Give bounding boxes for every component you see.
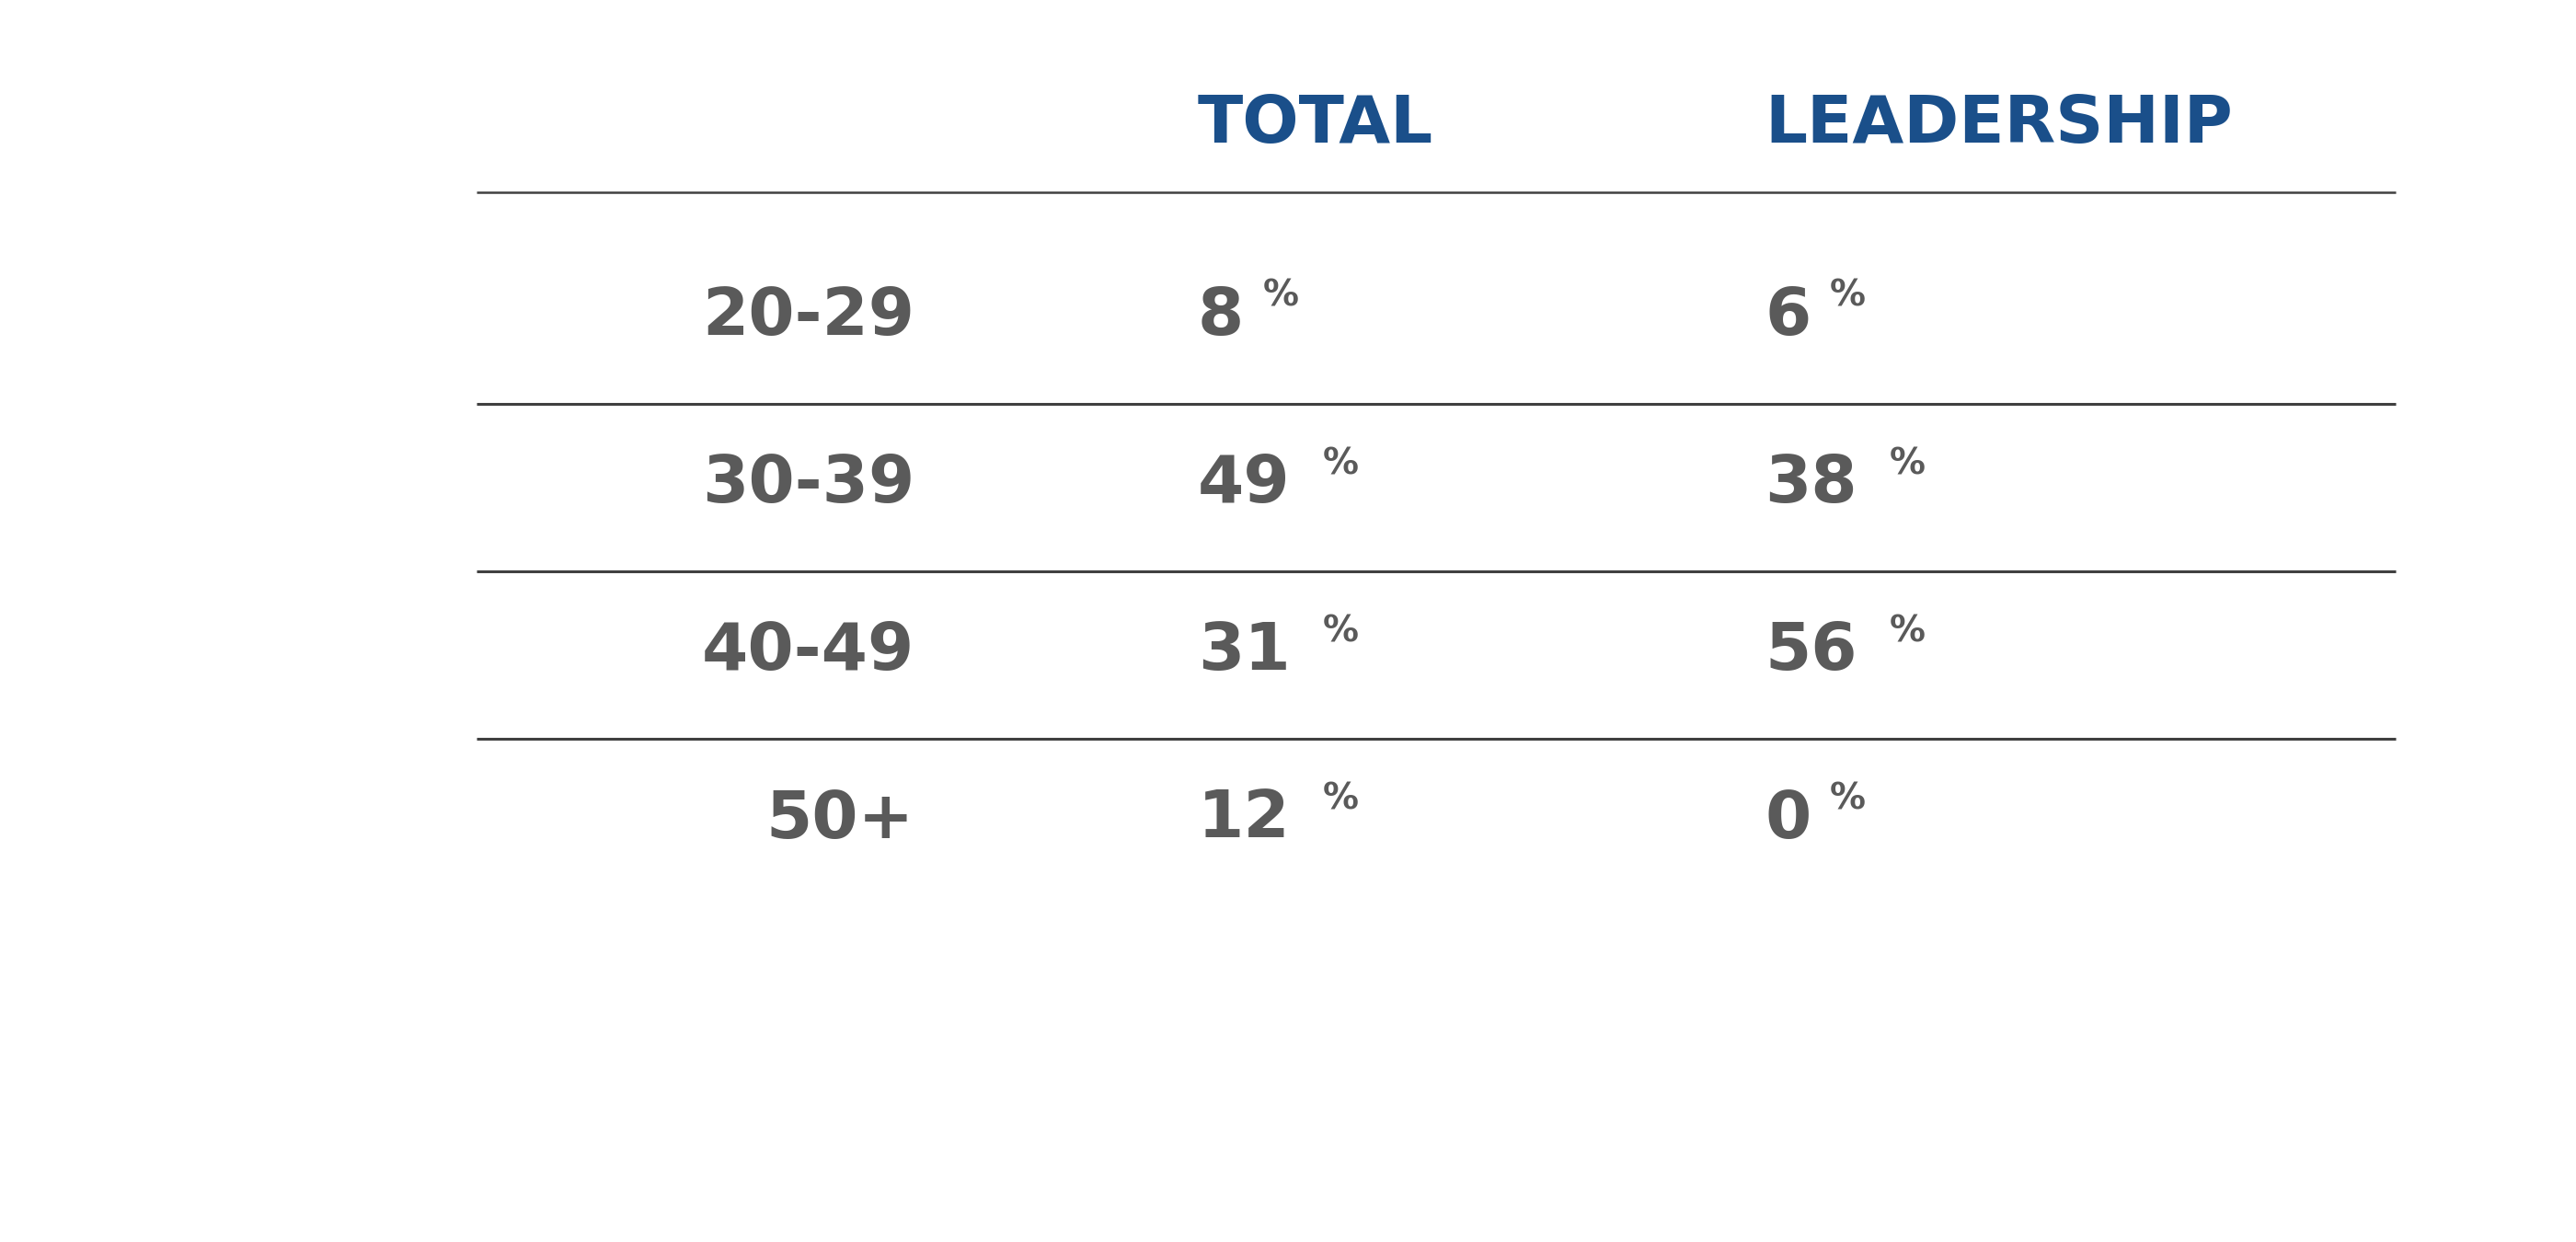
Text: %: % [1888, 614, 1924, 648]
Text: 30-39: 30-39 [701, 452, 914, 517]
Text: %: % [1888, 446, 1924, 481]
Text: %: % [1829, 781, 1865, 816]
Text: 8: 8 [1198, 284, 1244, 349]
Text: 38: 38 [1765, 452, 1857, 517]
Text: 12: 12 [1198, 787, 1291, 852]
Text: %: % [1321, 446, 1358, 481]
Text: %: % [1262, 278, 1298, 313]
Text: 49: 49 [1198, 452, 1291, 517]
Text: 6: 6 [1765, 284, 1811, 349]
Text: 40-49: 40-49 [701, 620, 914, 684]
Text: LEADERSHIP: LEADERSHIP [1765, 92, 2233, 156]
Text: 56: 56 [1765, 620, 1857, 684]
Text: TOTAL: TOTAL [1198, 92, 1432, 156]
Text: 50+: 50+ [765, 787, 914, 852]
Text: %: % [1321, 781, 1358, 816]
Text: %: % [1321, 614, 1358, 648]
Text: 31: 31 [1198, 620, 1291, 684]
Text: 20-29: 20-29 [701, 284, 914, 349]
Text: %: % [1829, 278, 1865, 313]
Text: 0: 0 [1765, 787, 1811, 852]
